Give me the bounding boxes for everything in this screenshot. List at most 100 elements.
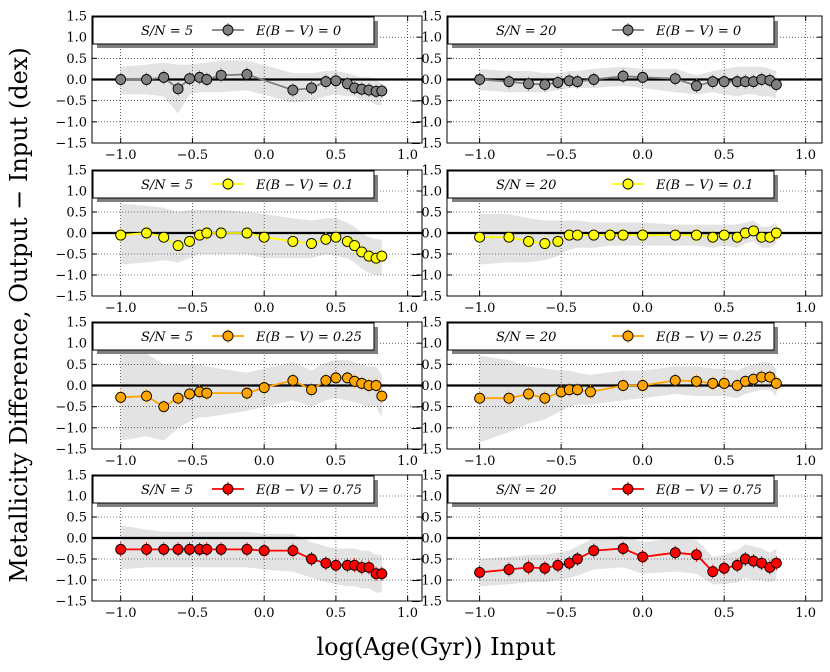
legend-box [447, 322, 775, 351]
x-tick-label: −0.5 [545, 606, 577, 621]
data-point [330, 372, 342, 384]
x-tick-label: 0.5 [326, 148, 347, 163]
data-point [523, 561, 534, 573]
x-tick-label: −0.5 [545, 454, 577, 469]
data-point [770, 79, 782, 91]
data-point [258, 382, 270, 394]
legend-label: E(B − V) = 0.1 [255, 178, 354, 193]
legend-sn-label: S/N = 5 [141, 330, 193, 345]
data-point [474, 74, 486, 85]
data-point [141, 390, 152, 402]
data-point [617, 380, 629, 391]
data-point [141, 543, 152, 555]
data-point [731, 559, 743, 571]
y-tick-label: −1.0 [55, 115, 87, 130]
x-tick-label: 0.5 [714, 606, 735, 621]
legend-marker [622, 330, 634, 342]
x-tick-label: −0.5 [545, 148, 577, 163]
data-point [539, 562, 551, 574]
legend-marker [222, 483, 234, 495]
data-point [363, 561, 375, 573]
data-point [571, 384, 583, 396]
x-tick-label: 0.0 [632, 148, 653, 163]
uncertainty-band [120, 60, 382, 114]
data-point [585, 386, 596, 398]
y-tick-label: −1.5 [410, 443, 442, 458]
data-point [718, 76, 730, 88]
legend-marker [222, 24, 234, 36]
data-point [241, 227, 253, 239]
data-point [370, 380, 382, 391]
data-point [617, 229, 629, 241]
y-tick-label: −0.5 [410, 248, 442, 263]
data-point [718, 377, 730, 389]
data-point [376, 250, 388, 262]
y-tick-label: 0.0 [421, 73, 442, 88]
y-tick-label: −1.0 [55, 421, 87, 436]
x-tick-label: −0.5 [177, 606, 209, 621]
uncertainty-band [120, 203, 382, 275]
data-point [241, 387, 253, 399]
legend-marker [222, 330, 234, 342]
data-point [474, 566, 486, 578]
x-tick-label: 0.0 [632, 301, 653, 316]
y-tick-label: −0.5 [55, 248, 87, 263]
data-point [707, 76, 719, 88]
data-point [552, 235, 564, 247]
x-axis-title: log(Age(Gyr)) Input [316, 633, 555, 661]
data-point [617, 70, 629, 82]
panel-row4-right: 1.5 1.0 0.5 0.0 −0.5 −1.0 −1.5 −1.0 −0.5 0.0 0.5 1.… [410, 469, 823, 621]
y-tick-label: −0.5 [55, 553, 87, 568]
x-tick-label: 0.5 [714, 148, 735, 163]
data-point [552, 77, 564, 88]
x-tick-label: −1.0 [464, 301, 496, 316]
x-tick-label: 0.5 [326, 454, 347, 469]
uncertainty-band [479, 214, 777, 265]
panel-row1-right: 1.5 1.0 0.5 0.0 −0.5 −1.0 −1.5 −1.0 −0.5 0.0 0.5 1.… [410, 10, 823, 163]
y-tick-label: −1.0 [55, 269, 87, 284]
legend-label: E(B − V) = 0 [655, 24, 741, 39]
x-tick-label: −1.0 [105, 606, 137, 621]
y-tick-label: −1.5 [410, 290, 442, 305]
data-point [172, 392, 184, 404]
x-tick-label: 1.0 [795, 454, 816, 469]
data-point [571, 229, 583, 241]
x-tick-label: −1.0 [464, 606, 496, 621]
data-point [718, 229, 730, 241]
data-point [707, 566, 719, 578]
x-tick-label: −1.0 [464, 148, 496, 163]
y-tick-label: 1.5 [66, 164, 87, 179]
data-point [503, 76, 515, 88]
x-tick-label: 0.0 [254, 454, 275, 469]
data-point [691, 549, 702, 561]
data-point [184, 543, 196, 555]
uncertainty-band [479, 535, 777, 587]
y-tick-label: −1.5 [410, 137, 442, 152]
data-point [503, 231, 515, 243]
data-point [707, 377, 719, 389]
data-point [306, 82, 317, 94]
y-tick-label: 0.0 [421, 532, 442, 547]
x-tick-label: −1.0 [105, 148, 137, 163]
data-point [330, 231, 342, 243]
y-tick-label: 1.5 [66, 316, 87, 331]
y-tick-label: 0.5 [421, 52, 442, 67]
data-point [115, 74, 127, 85]
y-tick-label: −0.5 [55, 400, 87, 415]
data-point [523, 388, 534, 400]
y-tick-label: −1.5 [55, 595, 87, 610]
y-tick-label: −1.0 [410, 269, 442, 284]
y-tick-label: −1.5 [55, 137, 87, 152]
legend-box [447, 170, 775, 199]
x-tick-label: −0.5 [177, 148, 209, 163]
data-point [158, 401, 170, 413]
y-tick-label: 0.5 [421, 511, 442, 526]
y-tick-label: 1.5 [421, 469, 442, 484]
y-tick-label: −1.0 [410, 421, 442, 436]
data-point [539, 79, 551, 91]
data-point [588, 74, 600, 85]
data-point [184, 235, 196, 247]
uncertainty-band [479, 66, 777, 99]
panel-row1-left: 1.5 1.0 0.5 0.0 −0.5 −1.0 −1.5 −1.0 −0.5 0.0 0.5 1.… [55, 10, 423, 163]
legend-sn-label: S/N = 20 [496, 483, 556, 498]
